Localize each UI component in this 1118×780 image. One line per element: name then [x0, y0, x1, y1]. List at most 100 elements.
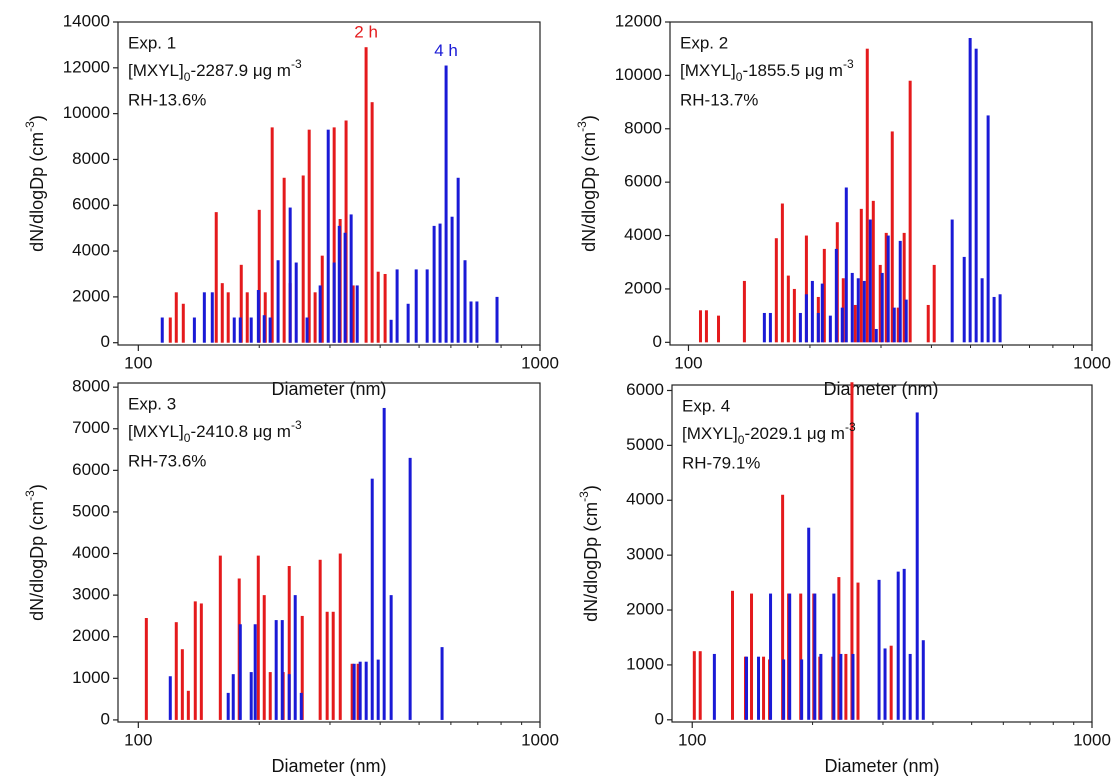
bar [840, 307, 844, 343]
bar [495, 296, 499, 343]
rh-label: RH-13.6% [128, 90, 206, 109]
y-tick-label: 12000 [63, 57, 110, 76]
bar [268, 672, 272, 720]
bar [352, 663, 356, 720]
conc-sup: -3 [291, 57, 302, 71]
bar [962, 256, 966, 343]
bar [389, 595, 393, 720]
bar [280, 620, 284, 720]
bar [313, 292, 317, 343]
y-tick-label: 2000 [624, 278, 662, 297]
y-tick-label: 6000 [624, 172, 662, 191]
bar [844, 653, 848, 720]
y-axis-label-end: ) [27, 115, 47, 121]
bar [839, 653, 843, 720]
bar [712, 653, 716, 720]
bar [238, 317, 242, 343]
bar [383, 273, 387, 343]
bar [851, 653, 855, 720]
bar [853, 304, 857, 343]
y-tick-label: 8000 [72, 149, 110, 168]
bar [249, 317, 253, 343]
bar [819, 653, 823, 720]
y-tick-label: 14000 [63, 11, 110, 30]
conc-sub: 0 [738, 433, 745, 447]
bar [356, 663, 360, 720]
x-axis-label: Diameter (nm) [824, 756, 939, 776]
bar [926, 304, 930, 343]
conc-base: [MXYL] [682, 424, 738, 443]
conc-sup: -3 [845, 420, 856, 434]
y-tick-label: 5000 [626, 435, 664, 454]
bar [828, 315, 832, 343]
bar [692, 651, 696, 720]
bar [144, 618, 148, 720]
y-tick-label: 2000 [72, 626, 110, 645]
bar [730, 590, 734, 720]
y-tick-label: 8000 [72, 377, 110, 396]
conc-text: -2410.8 μg m [190, 422, 291, 441]
bar [168, 317, 172, 343]
bar [186, 690, 190, 720]
rh-label: RH-79.1% [682, 453, 760, 472]
bar [908, 80, 912, 343]
bar [226, 692, 230, 720]
bar [287, 566, 291, 720]
plot-frame [671, 384, 1093, 723]
y-tick-label: 4000 [624, 225, 662, 244]
bar [884, 232, 888, 343]
y-axis-label-end: ) [581, 485, 601, 491]
y-tick-label: 6000 [72, 460, 110, 479]
conc-sub: 0 [736, 70, 743, 84]
bar [792, 288, 796, 343]
bar [210, 292, 214, 343]
bar [226, 292, 230, 343]
x-tick-label: 100 [678, 730, 706, 749]
bar [788, 593, 792, 720]
x-tick-label: 100 [674, 353, 702, 372]
bar [463, 260, 467, 343]
bar [859, 208, 863, 343]
bar [232, 317, 236, 343]
y-tick-label: 3000 [626, 545, 664, 564]
bar [370, 102, 374, 343]
bar [408, 457, 412, 720]
x-tick-label: 1000 [521, 353, 559, 372]
bar [844, 187, 848, 343]
x-tick-label: 100 [124, 353, 152, 372]
bar [376, 659, 380, 720]
y-axis-label-end: ) [27, 484, 47, 490]
conc-sup: -3 [843, 57, 854, 71]
bar [698, 310, 702, 343]
bar [299, 692, 303, 720]
bar [444, 65, 448, 343]
bar [238, 624, 242, 720]
bar [807, 527, 811, 720]
bar [834, 248, 838, 343]
x-tick-label: 1000 [1073, 353, 1111, 372]
bar [288, 207, 292, 343]
bar [256, 555, 260, 720]
bar [974, 48, 978, 343]
bar [193, 601, 197, 720]
bar [287, 674, 291, 720]
bar [358, 661, 362, 720]
y-tick-label: 4000 [72, 241, 110, 260]
concentration-label: [MXYL]0-2029.1 μg m-3 [682, 420, 856, 447]
x-axis-label: Diameter (nm) [271, 756, 386, 776]
bar [245, 292, 249, 343]
bar [160, 317, 164, 343]
bar [810, 280, 814, 343]
bar [276, 260, 280, 343]
bar [364, 661, 368, 720]
bar [769, 593, 773, 720]
conc-sup: -3 [291, 418, 302, 432]
x-tick-label: 100 [124, 730, 152, 749]
bar [992, 296, 996, 343]
bar [220, 283, 224, 343]
bar [890, 131, 894, 343]
bar [980, 278, 984, 343]
y-tick-label: 8000 [624, 118, 662, 137]
bar [750, 593, 754, 720]
